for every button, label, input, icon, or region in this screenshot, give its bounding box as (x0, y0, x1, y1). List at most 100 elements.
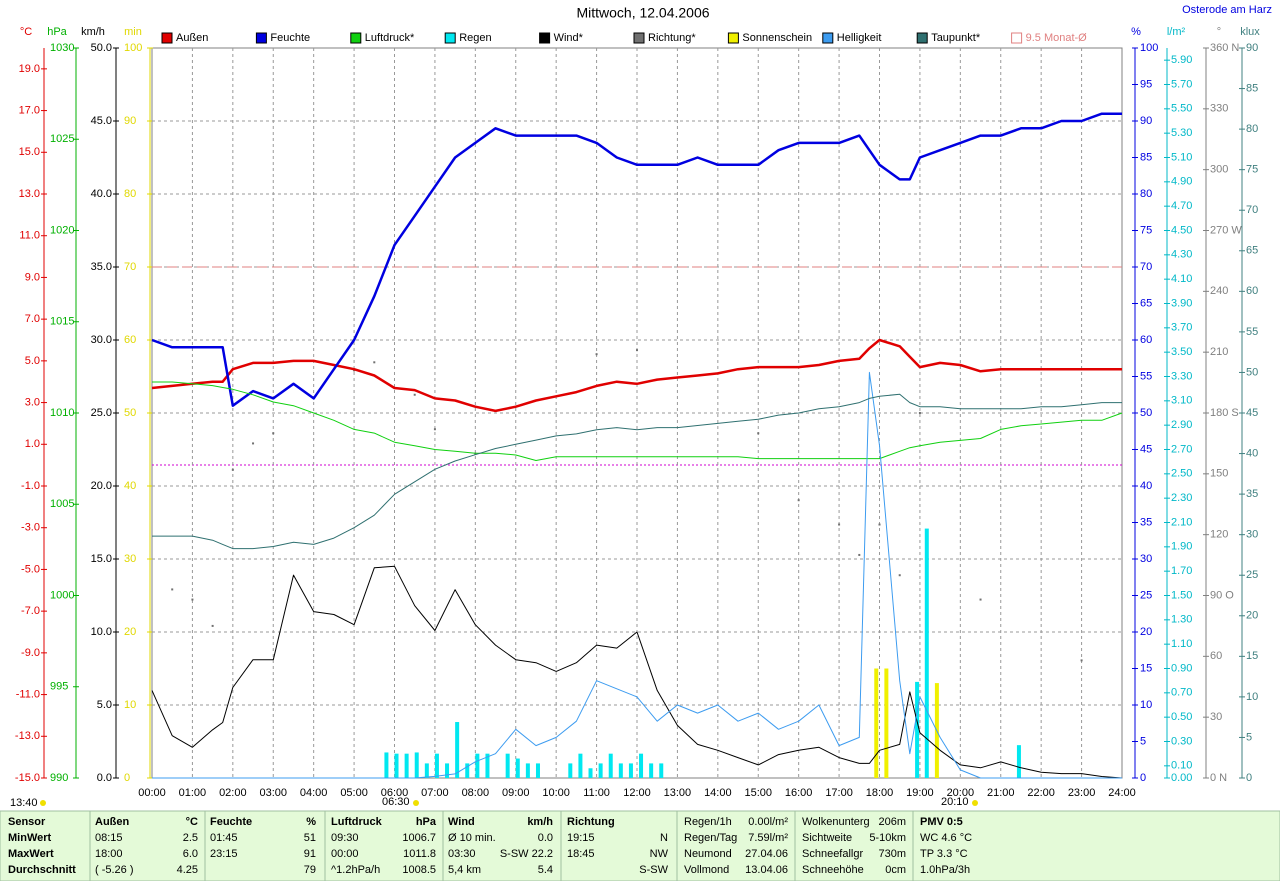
table-cell: 51 (304, 832, 316, 844)
y-tick-label: -5.0 (21, 563, 40, 575)
y-tick-label: -13.0 (15, 730, 40, 742)
table-cell: Schneehöhe (802, 864, 864, 876)
table-cell: Regen/Tag (684, 832, 737, 844)
y-tick-label: 25 (1246, 569, 1258, 581)
table-cell: 08:15 (95, 832, 123, 844)
y-tick-label: 55 (1246, 326, 1258, 338)
legend-swatch (161, 32, 173, 44)
y-tick-label: 65 (1246, 245, 1258, 257)
y-tick-label: 3.70 (1171, 322, 1192, 334)
y-tick-label: 0 (1140, 772, 1146, 784)
bar (465, 763, 470, 778)
y-tick-label: 50 (124, 407, 136, 419)
y-tick-label: 120 (1210, 529, 1228, 541)
y-tick-label: 90 (1246, 42, 1258, 54)
bar (1016, 745, 1021, 778)
x-tick-label: 08:00 (462, 787, 490, 799)
table-cell: 00:00 (331, 848, 359, 860)
x-tick-label: 20:00 (947, 787, 975, 799)
legend-label: Feuchte (270, 32, 310, 44)
x-tick-label: 01:00 (179, 787, 207, 799)
y-tick-label: 40 (1246, 447, 1258, 459)
bar (618, 763, 623, 778)
table-cell: 1006.7 (402, 832, 436, 844)
y-tick-label: 5 (1246, 731, 1252, 743)
bar (915, 681, 920, 778)
y-tick-label: 270 W (1210, 224, 1242, 236)
bar (598, 763, 603, 778)
y-tick-label: 15.0 (19, 146, 40, 158)
x-tick-label: 05:00 (340, 787, 368, 799)
now-marker (40, 800, 46, 806)
legend-label: Wind* (554, 32, 584, 44)
table-cell: 13.04.06 (745, 864, 788, 876)
table-cell: 01:45 (210, 832, 238, 844)
y-tick-label: -9.0 (21, 647, 40, 659)
y-tick-label: 20 (1140, 626, 1152, 638)
x-tick-label: 24:00 (1108, 787, 1136, 799)
y-tick-label: 990 (50, 772, 68, 784)
table-cell: 0.00l/m² (748, 816, 788, 828)
y-tick-label: 20 (1246, 610, 1258, 622)
y-tick-label: 30 (124, 553, 136, 565)
y-tick-label: 15 (1140, 662, 1152, 674)
y-tick-label: 2.50 (1171, 468, 1192, 480)
table-cell: 23:15 (210, 848, 238, 860)
y-tick-label: 95 (1140, 78, 1152, 90)
series-line (152, 371, 1122, 779)
bar (424, 763, 429, 778)
bar (924, 528, 929, 778)
y-tick-label: 80 (1140, 188, 1152, 200)
y-tick-label: 2.90 (1171, 419, 1192, 431)
series-line (151, 112, 1122, 407)
y-tick-label: 50 (1246, 366, 1258, 378)
dot (878, 523, 881, 526)
y-tick-label: 5.90 (1171, 54, 1192, 66)
y-tick-label: 150 (1210, 468, 1228, 480)
y-tick-label: 1.50 (1171, 589, 1192, 601)
sunrise: 06:30 (382, 796, 410, 808)
y-tick-label: 0.10 (1171, 760, 1192, 772)
y-tick-label: 210 (1210, 346, 1228, 358)
y-tick-label: 1.30 (1171, 614, 1192, 626)
table-cell: 91 (304, 848, 316, 860)
y-tick-label: 55 (1140, 370, 1152, 382)
series-line (151, 338, 1122, 413)
axis-unit: klux (1240, 26, 1260, 38)
y-tick-label: 80 (124, 188, 136, 200)
y-tick-label: 1020 (50, 224, 74, 236)
y-tick-label: 17.0 (19, 104, 40, 116)
x-tick-label: 06:00 (381, 787, 409, 799)
y-tick-label: 25 (1140, 589, 1152, 601)
table-cell: 19:15 (567, 832, 595, 844)
bar (628, 763, 633, 778)
table-cell: 0.0 (538, 832, 553, 844)
y-tick-label: 60 (1246, 285, 1258, 297)
bar (404, 753, 409, 778)
bar (884, 668, 889, 778)
legend-swatch (916, 32, 928, 44)
bar (414, 752, 419, 778)
y-tick-label: 180 S (1210, 407, 1239, 419)
table-cell: Regen/1h (684, 816, 732, 828)
y-tick-label: 40.0 (91, 188, 112, 200)
table-cell: 1.0hPa/3h (920, 864, 970, 876)
sunset: 20:10 (941, 796, 969, 808)
dot (211, 624, 214, 627)
x-tick-label: 11:00 (583, 787, 610, 799)
y-tick-label: 85 (1246, 82, 1258, 94)
y-tick-label: 3.30 (1171, 370, 1192, 382)
y-tick-label: 3.90 (1171, 297, 1192, 309)
table-cell: 4.25 (177, 864, 198, 876)
dot (252, 442, 255, 445)
y-tick-label: 10 (1140, 699, 1152, 711)
y-tick-label: 4.70 (1171, 200, 1192, 212)
axis-unit: l/m² (1167, 26, 1186, 38)
y-tick-label: 60 (1140, 334, 1152, 346)
legend-swatch (633, 32, 645, 44)
dot (595, 353, 598, 356)
y-tick-label: 5.70 (1171, 78, 1192, 90)
legend-label: Taupunkt* (931, 32, 981, 44)
table-cell: 0cm (885, 864, 906, 876)
sunset-marker (972, 800, 978, 806)
